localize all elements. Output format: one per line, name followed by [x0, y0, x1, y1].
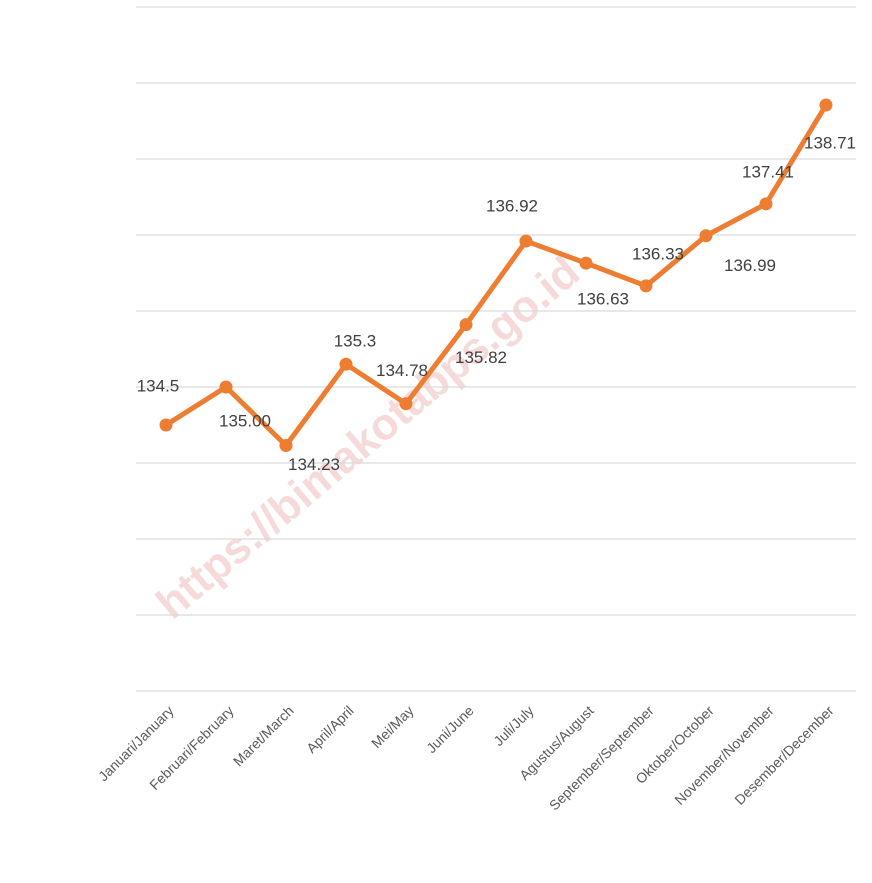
x-tick-label: Juni/June — [423, 702, 477, 756]
data-label: 138.71 — [804, 134, 856, 153]
series-line — [164, 103, 829, 449]
point — [459, 318, 473, 332]
x-tick-label: Desember/December — [731, 702, 837, 808]
data-label: 135.00 — [219, 411, 271, 430]
point — [699, 229, 713, 243]
data-label: 134.5 — [137, 376, 180, 395]
point — [399, 397, 413, 411]
point — [519, 234, 533, 248]
point — [339, 357, 353, 371]
data-label: 134.78 — [376, 361, 428, 380]
watermark: https://bimakotabps.go.id — [147, 247, 589, 629]
data-label: 134.23 — [288, 455, 340, 474]
point — [159, 418, 173, 432]
point — [219, 380, 233, 394]
data-label: 137.41 — [742, 162, 794, 181]
point — [579, 256, 593, 270]
x-tick-label: Juli/July — [490, 702, 537, 749]
point — [819, 98, 833, 112]
x-tick-label: April/April — [303, 702, 357, 756]
x-tick-label: Maret/March — [230, 702, 297, 769]
point — [759, 197, 773, 211]
data-label: 136.99 — [724, 256, 776, 275]
data-label: 136.63 — [577, 290, 629, 309]
data-label: 136.33 — [632, 244, 684, 263]
x-tick-label: November/November — [671, 702, 777, 808]
x-tick-label: September/September — [546, 702, 657, 813]
data-label: 136.92 — [486, 197, 538, 216]
data-label: 135.3 — [334, 332, 377, 351]
x-tick-label: Mei/May — [368, 702, 417, 751]
plot: Januari/JanuaryFebruari/FebruaryMaret/Ma… — [95, 6, 856, 813]
point — [639, 279, 653, 293]
data-label: 135.82 — [455, 348, 507, 367]
point — [279, 439, 293, 453]
